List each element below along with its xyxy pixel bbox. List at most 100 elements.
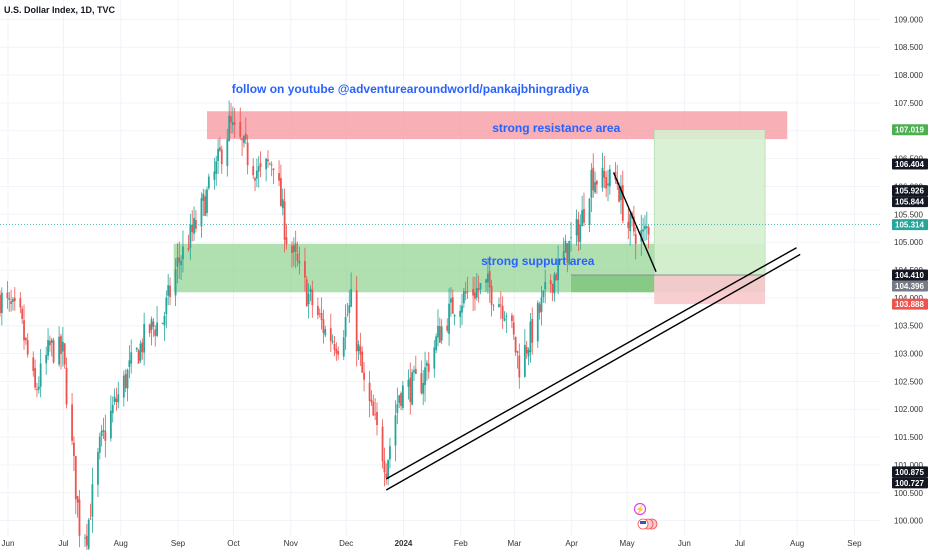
- candle-body: [165, 297, 168, 315]
- candle-body: [280, 177, 282, 207]
- candle-body: [283, 201, 286, 240]
- candle-body: [461, 305, 463, 313]
- candle-body: [156, 322, 158, 336]
- candle-body: [36, 388, 38, 390]
- candle-body: [169, 285, 171, 297]
- candle-body: [259, 163, 262, 168]
- candle-body: [331, 341, 334, 343]
- candle-body: [324, 329, 327, 336]
- candle-body: [446, 325, 449, 331]
- candle-body: [525, 347, 528, 354]
- candle-body: [422, 382, 425, 394]
- candle-body: [150, 319, 153, 330]
- candle-body: [204, 196, 207, 216]
- price-tag-text: 104.396: [895, 282, 924, 291]
- candle-body: [294, 243, 297, 253]
- x-tick-label: Apr: [565, 539, 578, 548]
- candle-body: [355, 290, 358, 352]
- lightning-icon[interactable]: [633, 502, 647, 516]
- candle-body: [243, 136, 245, 144]
- price-tags: 107.019 106.404 105.926 105.844 105.314 104.4…: [892, 124, 928, 489]
- y-tick-label: 102.500: [894, 377, 923, 386]
- candle-body: [21, 308, 24, 319]
- candle-body: [453, 314, 456, 317]
- trendlines: [385, 172, 801, 491]
- candle-body: [128, 360, 131, 367]
- candle-body: [333, 344, 336, 350]
- candle-body: [411, 372, 414, 405]
- price-tag: [892, 196, 928, 208]
- candle-body: [74, 456, 77, 499]
- trendline: [385, 253, 801, 491]
- candle-body: [206, 189, 208, 213]
- candle-body: [148, 324, 151, 334]
- price-tag: [892, 124, 928, 136]
- price-tag-text: 104.410: [895, 271, 924, 280]
- candle-body: [281, 199, 284, 209]
- y-tick-label: 108.500: [894, 43, 923, 52]
- x-tick-label: Mar: [507, 539, 521, 548]
- x-tick-label: Sep: [171, 539, 186, 548]
- candle-body: [372, 401, 375, 416]
- candle-body: [568, 240, 571, 265]
- candle-body: [117, 394, 120, 403]
- candle-body: [217, 148, 219, 162]
- candle-body: [474, 292, 476, 299]
- candle-body: [499, 304, 502, 306]
- candle-body: [50, 339, 53, 343]
- trendline: [612, 172, 657, 272]
- candle-body: [207, 176, 210, 189]
- y-tick-label: 103.500: [894, 322, 923, 331]
- candle-body: [492, 305, 495, 307]
- candle-body: [32, 357, 35, 371]
- candle-body: [621, 185, 624, 221]
- price-tag: [892, 477, 928, 489]
- price-tag-text: 100.875: [895, 468, 924, 477]
- candle-body: [220, 149, 223, 165]
- price-tag: [892, 298, 928, 310]
- candle-body: [255, 170, 258, 179]
- candle-body: [272, 168, 275, 171]
- entry-zone: [571, 275, 655, 293]
- candle-body: [228, 115, 231, 141]
- candle-body: [316, 305, 319, 316]
- candle-body: [213, 171, 216, 180]
- candle-body: [296, 253, 299, 262]
- price-tag: [892, 466, 928, 478]
- candle-body: [385, 473, 388, 478]
- candle-body: [6, 292, 9, 299]
- candle-body: [370, 399, 373, 403]
- candle-body: [309, 288, 312, 292]
- candle-body: [485, 279, 487, 283]
- candle-body: [91, 484, 94, 517]
- candle-body: [231, 122, 234, 126]
- candle-body: [98, 436, 101, 453]
- price-tag-text: 105.844: [895, 198, 924, 207]
- candle-body: [47, 340, 49, 356]
- candle-body: [65, 367, 68, 405]
- lightning-glyph: ⚡: [635, 504, 645, 514]
- candle-body: [152, 321, 155, 327]
- candle-body: [48, 341, 51, 346]
- candle-body: [464, 291, 467, 294]
- price-tag: [892, 269, 928, 281]
- candle-body: [407, 379, 410, 387]
- event-icons[interactable]: ⚡: [633, 502, 658, 530]
- candle-body: [113, 396, 116, 402]
- candle-body: [304, 261, 306, 278]
- candle-body: [498, 304, 500, 308]
- candle-body: [629, 213, 632, 232]
- candle-body: [503, 317, 506, 321]
- candle-body: [459, 310, 462, 317]
- candle-body: [342, 337, 345, 357]
- candle-body: [126, 369, 129, 389]
- annotation-text: strong resistance area: [492, 121, 620, 135]
- candle-body: [433, 347, 436, 369]
- y-tick-label: 107.500: [894, 99, 923, 108]
- candle-body: [298, 260, 301, 264]
- candle-body: [634, 234, 637, 244]
- x-tick-label: Jul: [735, 539, 745, 548]
- candle-body: [61, 341, 64, 352]
- candle-body: [200, 198, 203, 227]
